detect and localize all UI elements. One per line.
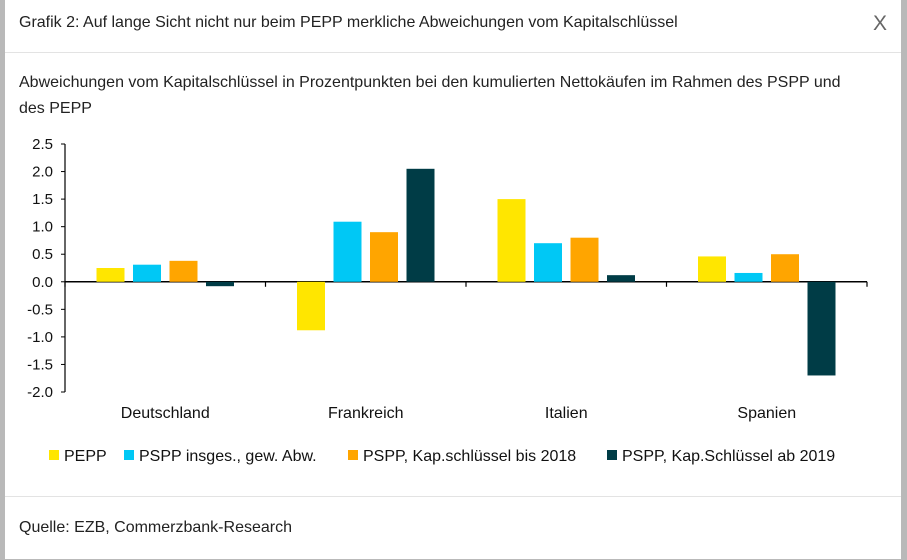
legend-label: PSPP insges., gew. Abw.	[139, 448, 317, 465]
legend-label: PSPP, Kap.schlüssel bis 2018	[363, 448, 576, 465]
dialog-header: Grafik 2: Auf lange Sicht nicht nur beim…	[5, 0, 901, 53]
bar-spanien-series-2	[734, 272, 763, 282]
bar-deutschland-series-1	[96, 268, 125, 282]
bar-spanien-series-1	[698, 256, 726, 282]
y-tick-label: 2.5	[32, 136, 53, 153]
y-tick-label: 0.5	[32, 246, 53, 263]
bar-deutschland-series-4	[206, 281, 234, 287]
y-tick-label: -1.5	[27, 356, 53, 373]
y-tick-label: -0.5	[27, 301, 53, 318]
bar-frankreich-series-4	[406, 168, 435, 282]
x-category-label: Deutschland	[121, 405, 210, 422]
legend-swatch	[49, 450, 59, 460]
x-category-label: Italien	[545, 405, 588, 422]
bar-italien-series-3	[570, 237, 599, 282]
chart-subtitle: Abweichungen vom Kapitalschlüssel in Pro…	[19, 74, 841, 117]
chart-dialog: Grafik 2: Auf lange Sicht nicht nur beim…	[5, 0, 901, 559]
bar-deutschland-series-3	[169, 260, 198, 282]
y-tick-label: 1.0	[32, 219, 53, 236]
legend-swatch	[607, 450, 617, 460]
bar-italien-series-2	[534, 243, 562, 282]
legend-swatch	[124, 450, 134, 460]
legend-label: PSPP, Kap.Schlüssel ab 2019	[622, 448, 835, 465]
y-tick-label: 2.0	[32, 164, 53, 181]
close-icon[interactable]: X	[872, 12, 887, 35]
legend-label: PEPP	[64, 448, 107, 465]
bar-frankreich-series-1	[297, 281, 325, 331]
bar-italien-series-1	[497, 199, 526, 282]
x-category-label: Spanien	[737, 405, 796, 422]
bar-deutschland-series-2	[133, 264, 161, 282]
bar-frankreich-series-2	[333, 221, 362, 282]
y-tick-label: 0.0	[32, 274, 53, 291]
y-tick-label: 1.5	[32, 191, 53, 208]
bar-frankreich-series-3	[370, 232, 398, 282]
bar-italien-series-4	[607, 275, 635, 282]
source-note: Quelle: EZB, Commerzbank-Research	[19, 519, 292, 536]
legend-swatch	[348, 450, 358, 460]
dialog-footer: Quelle: EZB, Commerzbank-Research	[5, 496, 901, 560]
y-tick-label: -1.0	[27, 329, 53, 346]
y-tick-label: -2.0	[27, 384, 53, 401]
dialog-title: Grafik 2: Auf lange Sicht nicht nur beim…	[19, 14, 678, 31]
bar-chart: 2.5 2.0 1.5 1.0 0.5 0.0 -0.5 -1.0 -1.5 -2.0 Deutsc…	[27, 136, 868, 465]
bar-spanien-series-3	[771, 254, 799, 282]
x-category-label: Frankreich	[328, 405, 404, 422]
bar-spanien-series-4	[807, 281, 836, 376]
